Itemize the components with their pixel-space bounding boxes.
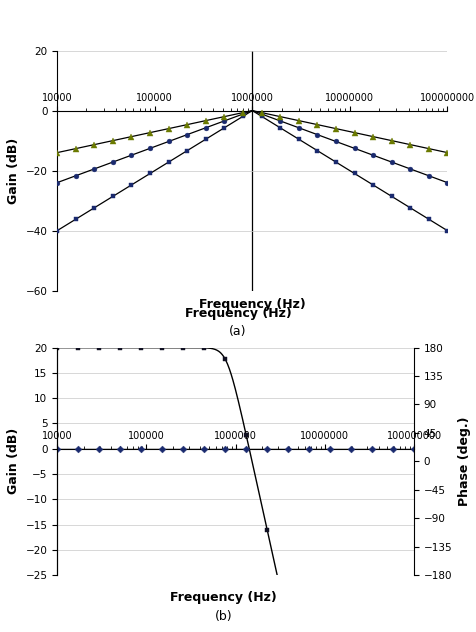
Y-axis label: Phase (deg.): Phase (deg.) — [458, 416, 471, 506]
Y-axis label: Gain (dB): Gain (dB) — [7, 138, 20, 204]
Text: (b): (b) — [215, 609, 233, 623]
Text: Frequency (Hz): Frequency (Hz) — [185, 307, 291, 320]
Y-axis label: Gain (dB): Gain (dB) — [7, 428, 20, 494]
X-axis label: Frequency (Hz): Frequency (Hz) — [199, 298, 306, 311]
Text: (a): (a) — [229, 325, 247, 339]
Text: Frequency (Hz): Frequency (Hz) — [170, 591, 277, 604]
